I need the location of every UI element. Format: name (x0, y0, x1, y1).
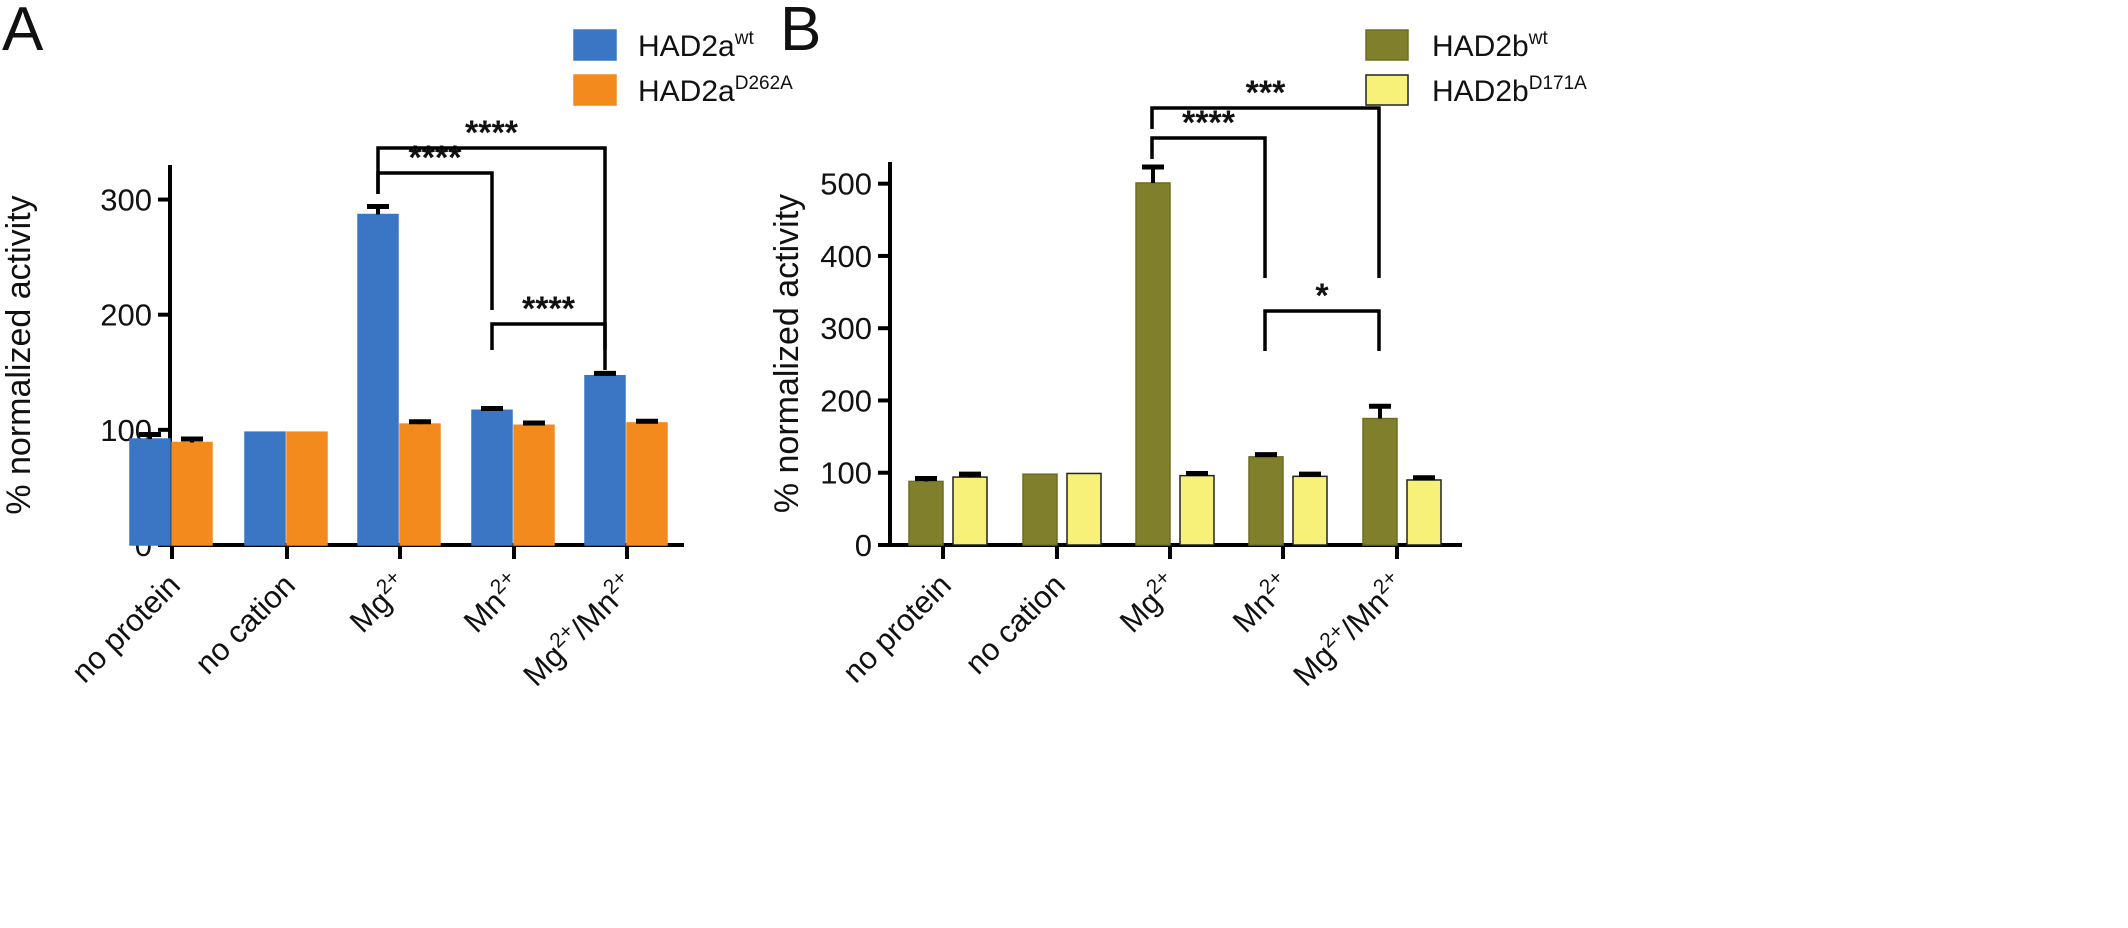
x-tick-label-text: no protein (65, 567, 187, 689)
significance-label: * (1315, 277, 1329, 315)
bar-wt (1135, 182, 1171, 546)
bar-mutant (1406, 479, 1442, 546)
bar-wt (1362, 417, 1398, 546)
legend-label-superscript: D171A (1529, 73, 1587, 94)
legend-label-text: HAD2a (638, 30, 735, 63)
panel-label: A (2, 0, 44, 64)
y-axis-label: % normalized activity (768, 194, 806, 513)
significance-label: **** (465, 114, 519, 152)
legend-label-superscript: wt (1528, 28, 1549, 49)
bar-wt (471, 409, 513, 546)
bar-mutant (513, 424, 555, 546)
y-tick-label: 200 (100, 298, 152, 333)
y-tick-label: 0 (855, 528, 872, 563)
bar-wt (129, 438, 171, 546)
legend-swatch (573, 74, 617, 106)
legend-swatch (573, 29, 617, 61)
bar-wt (1248, 456, 1284, 546)
legend-label: HAD2bwt (1432, 28, 1548, 63)
significance-label: **** (409, 139, 463, 177)
bar-mutant (1066, 472, 1102, 546)
x-tick-label: Mg2+/Mn2+ (515, 566, 642, 693)
bar-wt (357, 213, 399, 546)
chart-panel-b: B % normalized activity 0 100 200 300 400 500 no… (768, 0, 1587, 693)
legend-label: HAD2awt (638, 28, 754, 63)
x-tick-label: Mn2+ (455, 566, 529, 640)
significance-label: *** (1246, 74, 1286, 112)
x-tick-label: Mg2+ (1111, 566, 1185, 640)
bar-wt (584, 374, 626, 546)
x-tick-label: no protein (836, 567, 958, 689)
bar-mutant (171, 441, 213, 546)
y-tick-label: 300 (100, 183, 152, 218)
legend-swatch (1365, 29, 1409, 61)
bar-mutant (626, 422, 668, 546)
x-tick-label: Mg2+ (341, 566, 415, 640)
bar-mutant (399, 423, 441, 546)
x-tick-label-text: no cation (188, 567, 302, 681)
bar-wt (908, 480, 944, 546)
bar-wt (1022, 473, 1058, 546)
x-tick-label-text: no cation (958, 567, 1072, 681)
y-tick-label: 400 (820, 239, 872, 274)
bar-wt (244, 431, 286, 546)
legend-label-text: HAD2a (638, 75, 735, 108)
bar-mutant (1179, 474, 1215, 546)
bar-mutant (952, 476, 988, 546)
legend-label-text: HAD2b (1432, 75, 1529, 108)
legend-label-superscript: wt (734, 28, 755, 49)
significance-bracket (1263, 309, 1381, 351)
x-tick-label: no cation (958, 567, 1072, 681)
significance-bracket (490, 322, 607, 350)
bar-mutant (1292, 475, 1328, 546)
y-tick-label: 200 (820, 383, 872, 418)
legend-label: HAD2bD171A (1432, 73, 1587, 108)
significance-bracket (376, 146, 607, 370)
legend-label-text: HAD2b (1432, 30, 1529, 63)
x-tick-label: no protein (65, 567, 187, 689)
legend-label-superscript: D262A (735, 73, 793, 94)
y-tick-label: 100 (820, 456, 872, 491)
x-tick-label: Mg2+/Mn2+ (1285, 566, 1412, 693)
legend-label: HAD2aD262A (638, 73, 793, 108)
chart-panel-a: A% normalized activity0100200300no prote… (0, 0, 793, 693)
y-axis-label: % normalized activity (0, 195, 38, 514)
y-tick-label: 300 (820, 311, 872, 346)
significance-bracket (1150, 136, 1267, 278)
y-tick-label: 500 (820, 167, 872, 202)
x-tick-label: Mn2+ (1224, 566, 1298, 640)
significance-label: **** (1182, 104, 1236, 142)
panel-label: B (780, 0, 821, 64)
x-tick-label: no cation (188, 567, 302, 681)
x-tick-label-text: no protein (836, 567, 958, 689)
significance-label: **** (522, 290, 576, 328)
bar-mutant (286, 431, 328, 546)
legend-swatch (1365, 74, 1409, 106)
significance-bracket (1150, 106, 1381, 278)
